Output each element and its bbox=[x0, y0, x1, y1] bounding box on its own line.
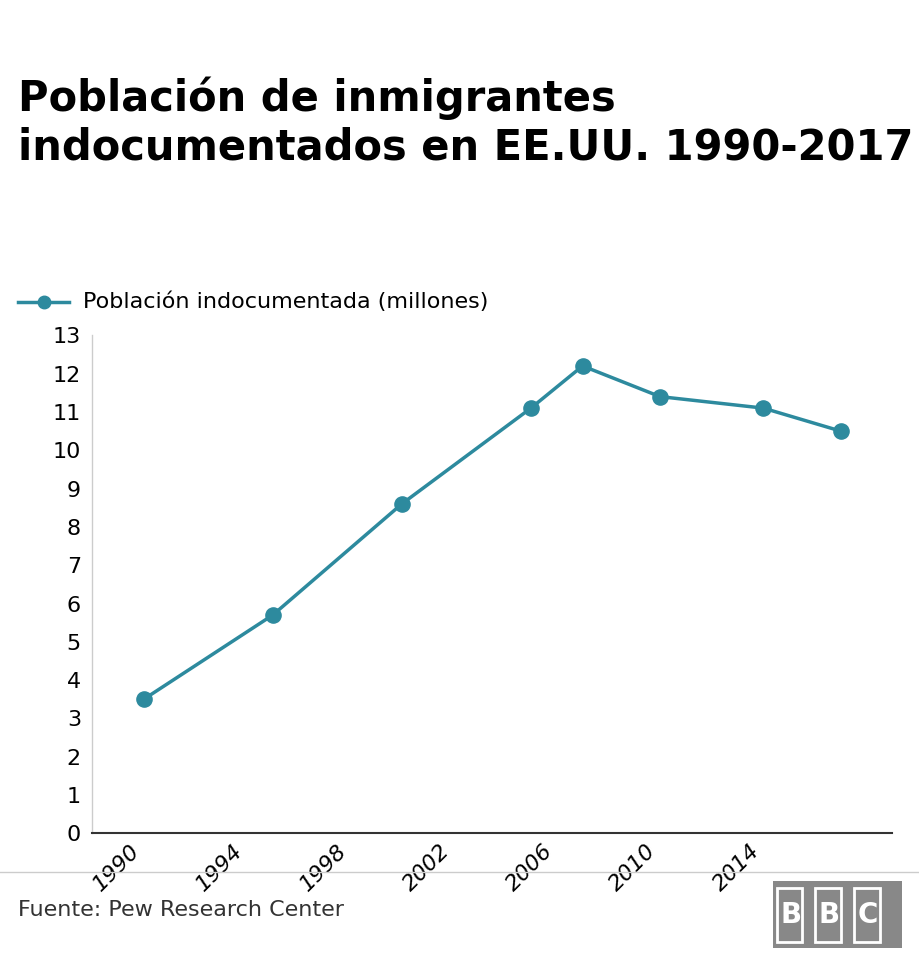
Text: Población indocumentada (millones): Población indocumentada (millones) bbox=[83, 291, 488, 312]
Point bbox=[574, 358, 589, 374]
Point bbox=[265, 607, 279, 623]
Point bbox=[136, 692, 151, 707]
Text: B: B bbox=[818, 901, 839, 929]
Text: Fuente: Pew Research Center: Fuente: Pew Research Center bbox=[18, 901, 344, 920]
FancyBboxPatch shape bbox=[853, 888, 879, 942]
Text: C: C bbox=[857, 901, 878, 929]
Point bbox=[755, 400, 770, 416]
Text: Población de inmigrantes
indocumentados en EE.UU. 1990-2017: Población de inmigrantes indocumentados … bbox=[18, 77, 913, 169]
FancyBboxPatch shape bbox=[776, 888, 801, 942]
Text: B: B bbox=[779, 901, 800, 929]
FancyBboxPatch shape bbox=[814, 888, 840, 942]
Point bbox=[833, 423, 847, 439]
Point bbox=[652, 389, 666, 404]
Point bbox=[394, 496, 409, 512]
Point bbox=[523, 400, 538, 416]
